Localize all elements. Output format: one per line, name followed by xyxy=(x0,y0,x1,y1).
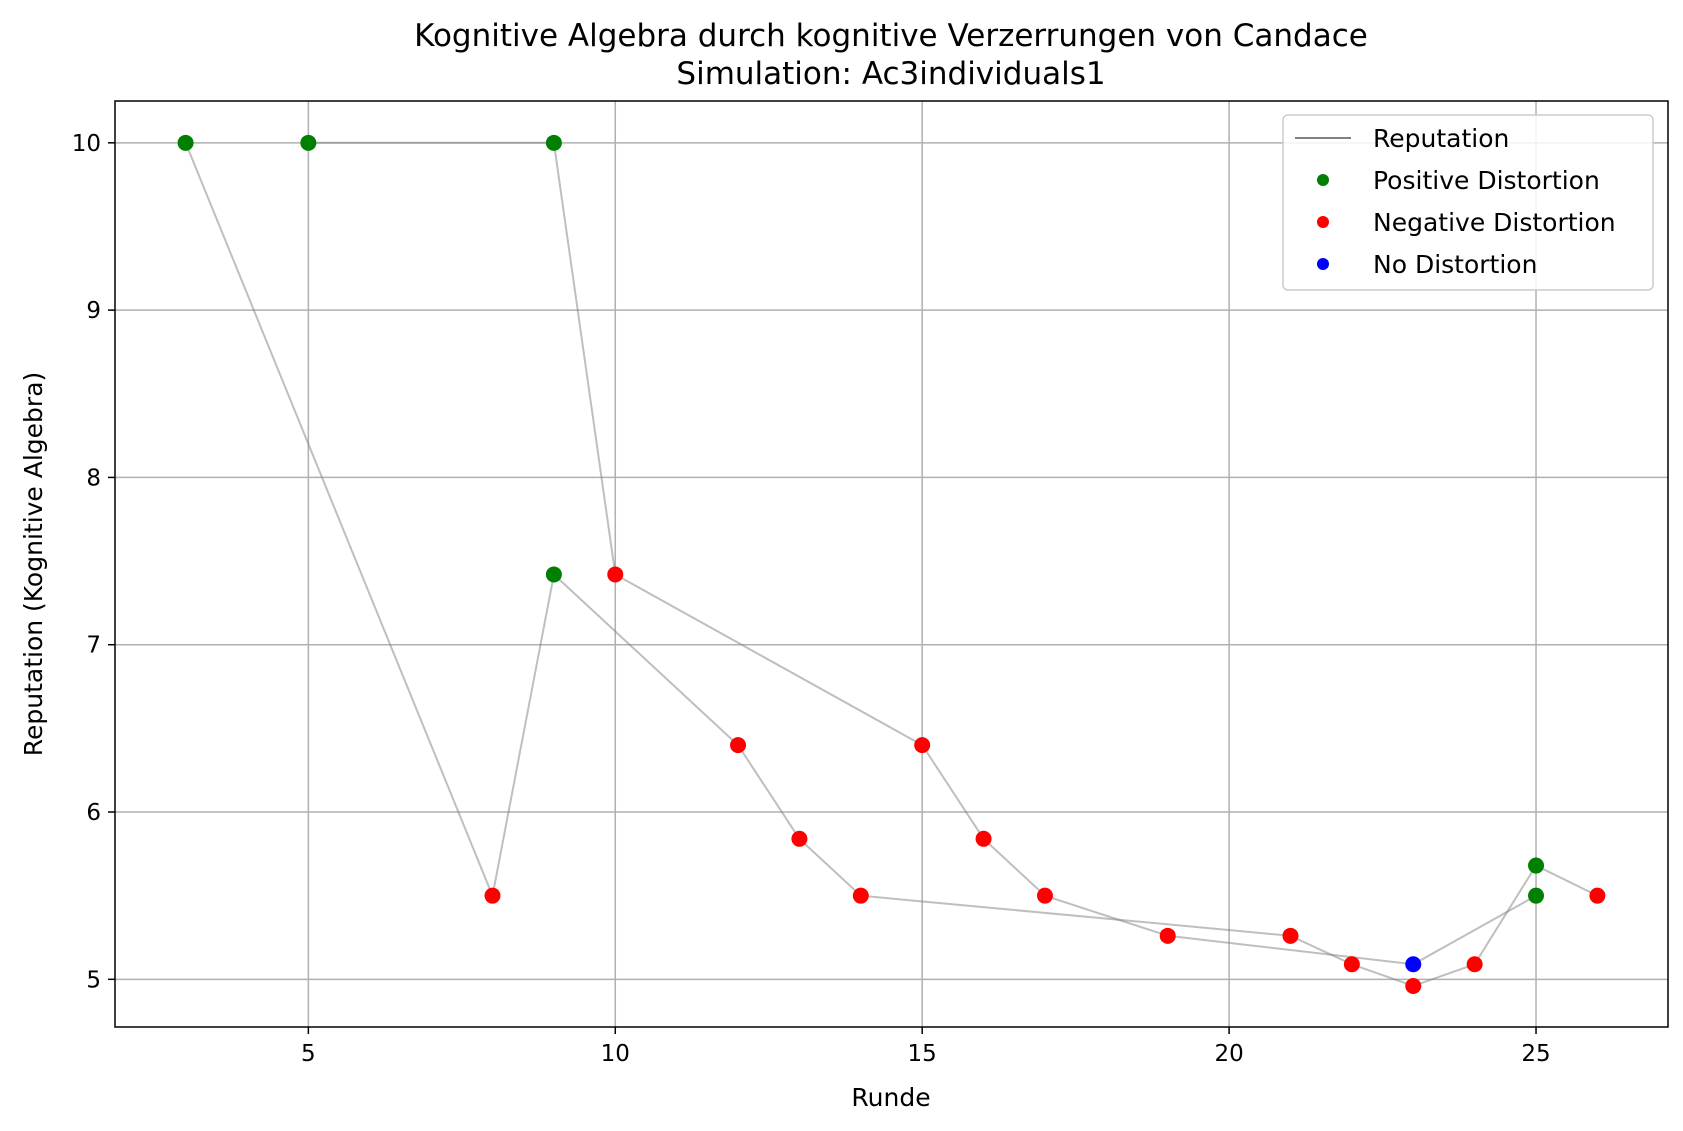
data-point-positive xyxy=(545,566,562,583)
legend-box xyxy=(1282,114,1654,291)
data-point-positive xyxy=(177,134,194,151)
y-axis-label: Reputation (Kognitive Algebra) xyxy=(19,372,48,757)
legend-label: Reputation xyxy=(1373,124,1509,153)
data-point-negative xyxy=(1343,956,1360,973)
data-point-positive xyxy=(545,134,562,151)
reputation-line-1 xyxy=(184,142,1598,988)
data-point-negative xyxy=(1466,956,1483,973)
legend-item-reputation: Reputation xyxy=(1295,124,1509,153)
legend-marker-red xyxy=(1317,216,1329,228)
x-tick-label: 5 xyxy=(301,1041,316,1067)
x-tick-label: 15 xyxy=(908,1041,937,1067)
legend-marker-blue xyxy=(1317,258,1329,270)
legend: Reputation Positive Distortion Negative … xyxy=(1282,114,1654,291)
data-point-negative xyxy=(730,737,747,754)
x-axis-label: Runde xyxy=(851,1083,930,1112)
legend-marker-green xyxy=(1317,174,1329,186)
y-tick-label: 7 xyxy=(86,633,101,659)
axis-ticks: 5 10 15 20 25 5 6 7 8 9 10 xyxy=(72,131,1551,1067)
legend-label: No Distortion xyxy=(1373,250,1537,279)
data-point-none xyxy=(1405,956,1422,973)
distortion-points xyxy=(177,134,1606,995)
legend-item-positive: Positive Distortion xyxy=(1317,166,1600,195)
data-point-negative xyxy=(975,830,992,847)
chart-title: Kognitive Algebra durch kognitive Verzer… xyxy=(414,18,1368,54)
legend-label: Positive Distortion xyxy=(1373,166,1600,195)
x-tick-label: 20 xyxy=(1214,1041,1243,1067)
data-point-positive xyxy=(1528,887,1545,904)
y-tick-label: 6 xyxy=(86,800,101,826)
data-point-negative xyxy=(914,737,931,754)
x-tick-label: 25 xyxy=(1521,1041,1550,1067)
legend-label: Negative Distortion xyxy=(1373,208,1616,237)
data-point-negative xyxy=(484,887,501,904)
data-point-negative xyxy=(1036,887,1053,904)
data-point-negative xyxy=(1282,927,1299,944)
legend-item-none: No Distortion xyxy=(1317,250,1537,279)
data-point-positive xyxy=(1528,857,1545,874)
data-point-positive xyxy=(300,134,317,151)
data-point-negative xyxy=(1405,978,1422,995)
data-point-negative xyxy=(1159,927,1176,944)
plot-frame xyxy=(114,100,1669,1028)
data-point-negative xyxy=(852,887,869,904)
x-tick-label: 10 xyxy=(601,1041,630,1067)
y-tick-label: 10 xyxy=(72,131,101,157)
y-tick-label: 8 xyxy=(86,465,101,491)
data-point-negative xyxy=(791,830,808,847)
y-tick-label: 9 xyxy=(86,298,101,324)
data-point-negative xyxy=(607,566,624,583)
y-tick-label: 5 xyxy=(86,967,101,993)
legend-item-negative: Negative Distortion xyxy=(1317,208,1616,237)
data-point-negative xyxy=(1589,887,1606,904)
chart-subtitle: Simulation: Ac3individuals1 xyxy=(676,56,1105,92)
